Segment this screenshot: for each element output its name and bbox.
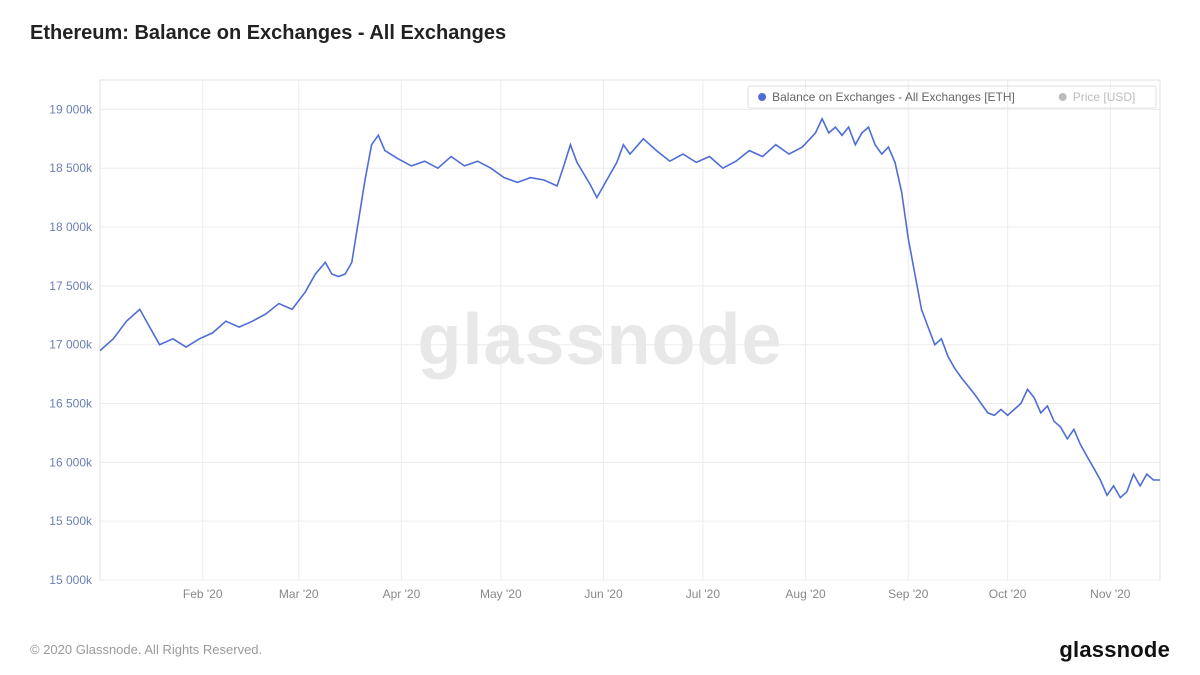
line-chart: 15 000k 15 500k 16 000k 16 500k 17 000k 17 50… bbox=[30, 70, 1170, 610]
svg-text:17 500k: 17 500k bbox=[49, 279, 93, 293]
svg-text:Jun '20: Jun '20 bbox=[584, 587, 623, 601]
svg-text:Aug '20: Aug '20 bbox=[785, 587, 826, 601]
svg-text:Oct '20: Oct '20 bbox=[989, 587, 1027, 601]
svg-text:18 000k: 18 000k bbox=[49, 220, 93, 234]
svg-text:15 000k: 15 000k bbox=[49, 573, 93, 587]
svg-text:Price [USD]: Price [USD] bbox=[1073, 90, 1136, 104]
svg-text:Mar '20: Mar '20 bbox=[279, 587, 319, 601]
svg-text:16 000k: 16 000k bbox=[49, 455, 93, 469]
svg-text:18 500k: 18 500k bbox=[49, 161, 93, 175]
chart-container: glassnode 15 000k15 500k16 000k16 500k17… bbox=[30, 70, 1170, 610]
svg-text:19 000k: 19 000k bbox=[49, 102, 93, 116]
svg-text:Jul '20: Jul '20 bbox=[686, 587, 721, 601]
copyright-text: © 2020 Glassnode. All Rights Reserved. bbox=[30, 642, 262, 657]
svg-text:Feb '20: Feb '20 bbox=[183, 587, 223, 601]
svg-text:Apr '20: Apr '20 bbox=[383, 587, 421, 601]
svg-text:17 000k: 17 000k bbox=[49, 338, 93, 352]
svg-text:Balance on Exchanges - All Exc: Balance on Exchanges - All Exchanges [ET… bbox=[772, 90, 1015, 104]
brand-logo: glassnode bbox=[1059, 637, 1170, 663]
svg-text:May '20: May '20 bbox=[480, 587, 522, 601]
svg-text:Sep '20: Sep '20 bbox=[888, 587, 929, 601]
svg-text:Nov '20: Nov '20 bbox=[1090, 587, 1131, 601]
chart-title: Ethereum: Balance on Exchanges - All Exc… bbox=[30, 22, 506, 45]
svg-text:15 500k: 15 500k bbox=[49, 514, 93, 528]
svg-text:16 500k: 16 500k bbox=[49, 397, 93, 411]
